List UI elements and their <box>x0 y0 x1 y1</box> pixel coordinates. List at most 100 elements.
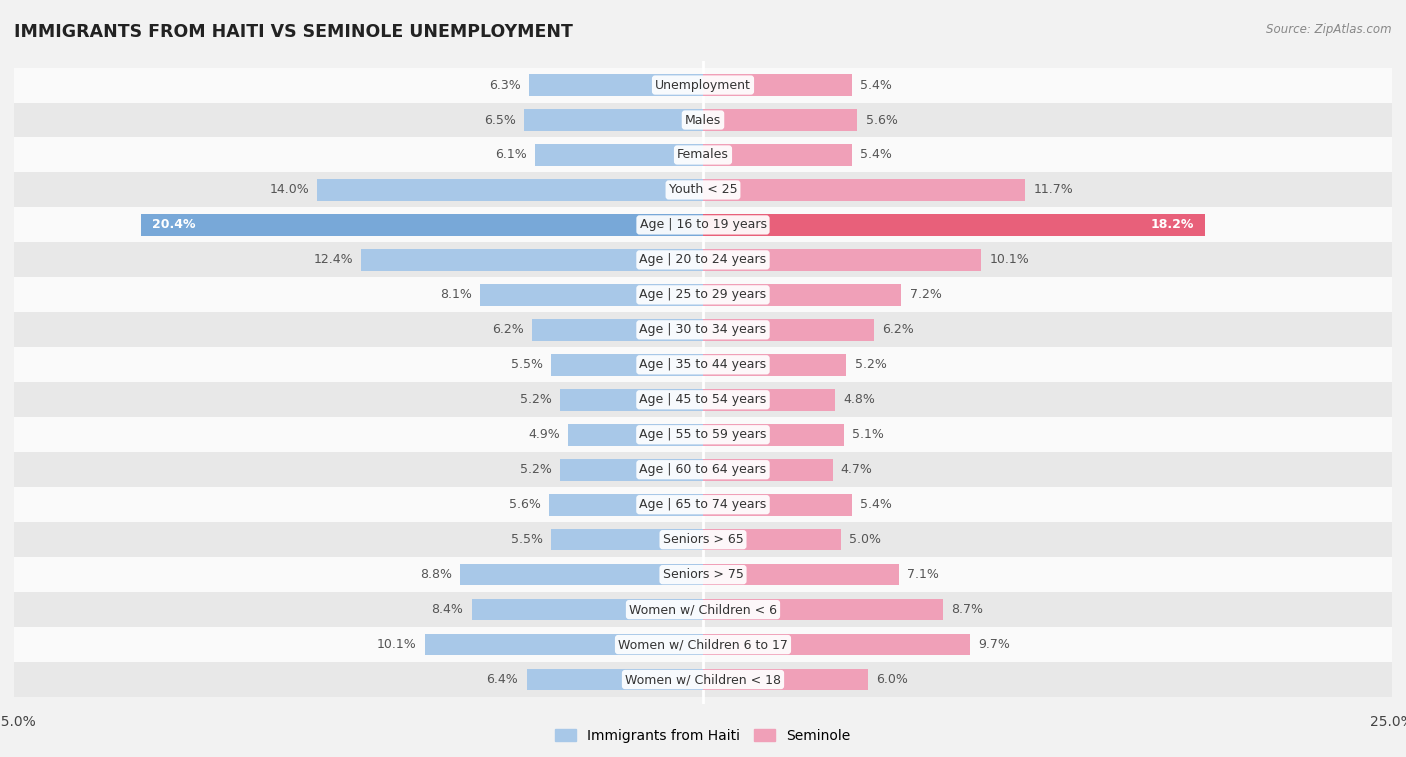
Text: 10.1%: 10.1% <box>377 638 416 651</box>
Text: 5.5%: 5.5% <box>512 358 543 371</box>
Bar <box>703 284 901 306</box>
Bar <box>14 207 1392 242</box>
Text: IMMIGRANTS FROM HAITI VS SEMINOLE UNEMPLOYMENT: IMMIGRANTS FROM HAITI VS SEMINOLE UNEMPL… <box>14 23 572 41</box>
Bar <box>703 249 981 271</box>
Bar <box>703 74 852 96</box>
Text: 8.7%: 8.7% <box>950 603 983 616</box>
Bar <box>560 389 703 410</box>
Bar <box>14 452 1392 488</box>
Bar <box>548 494 703 516</box>
Bar <box>703 179 1025 201</box>
Text: Age | 45 to 54 years: Age | 45 to 54 years <box>640 394 766 407</box>
Text: 5.2%: 5.2% <box>520 394 551 407</box>
Bar <box>14 347 1392 382</box>
Text: 5.2%: 5.2% <box>520 463 551 476</box>
Bar <box>551 529 703 550</box>
Text: 18.2%: 18.2% <box>1150 219 1194 232</box>
Text: 4.9%: 4.9% <box>527 428 560 441</box>
Text: 5.4%: 5.4% <box>860 148 891 161</box>
Text: Seniors > 75: Seniors > 75 <box>662 568 744 581</box>
Bar <box>527 668 703 690</box>
Text: 7.1%: 7.1% <box>907 568 939 581</box>
Text: Age | 30 to 34 years: Age | 30 to 34 years <box>640 323 766 336</box>
Text: Age | 60 to 64 years: Age | 60 to 64 years <box>640 463 766 476</box>
Bar <box>141 214 703 235</box>
Text: 6.4%: 6.4% <box>486 673 519 686</box>
Bar <box>318 179 703 201</box>
Bar <box>703 599 943 621</box>
Bar <box>14 138 1392 173</box>
Text: 8.8%: 8.8% <box>420 568 453 581</box>
Text: 6.5%: 6.5% <box>484 114 516 126</box>
Bar <box>551 354 703 375</box>
Bar <box>534 144 703 166</box>
Bar <box>14 627 1392 662</box>
Text: 11.7%: 11.7% <box>1033 183 1073 197</box>
Bar <box>703 564 898 585</box>
Bar <box>703 668 869 690</box>
Bar <box>14 382 1392 417</box>
Bar <box>703 214 1205 235</box>
Text: 7.2%: 7.2% <box>910 288 942 301</box>
Text: 20.4%: 20.4% <box>152 219 195 232</box>
Text: Source: ZipAtlas.com: Source: ZipAtlas.com <box>1267 23 1392 36</box>
Text: 5.0%: 5.0% <box>849 533 882 546</box>
Bar <box>361 249 703 271</box>
Text: Women w/ Children < 18: Women w/ Children < 18 <box>626 673 780 686</box>
Text: 5.2%: 5.2% <box>855 358 886 371</box>
Text: Males: Males <box>685 114 721 126</box>
Text: 5.5%: 5.5% <box>512 533 543 546</box>
Text: 6.0%: 6.0% <box>876 673 908 686</box>
Bar <box>14 592 1392 627</box>
Bar <box>703 634 970 656</box>
Text: Age | 25 to 29 years: Age | 25 to 29 years <box>640 288 766 301</box>
Text: 5.4%: 5.4% <box>860 498 891 511</box>
Bar <box>461 564 703 585</box>
Bar <box>14 277 1392 313</box>
Text: 6.2%: 6.2% <box>882 323 914 336</box>
Text: 14.0%: 14.0% <box>269 183 309 197</box>
Text: Women w/ Children < 6: Women w/ Children < 6 <box>628 603 778 616</box>
Bar <box>14 173 1392 207</box>
Text: Seniors > 65: Seniors > 65 <box>662 533 744 546</box>
Bar <box>14 417 1392 452</box>
Text: Youth < 25: Youth < 25 <box>669 183 737 197</box>
Text: 8.4%: 8.4% <box>432 603 463 616</box>
Bar <box>524 109 703 131</box>
Bar <box>14 102 1392 138</box>
Text: 4.8%: 4.8% <box>844 394 876 407</box>
Text: 8.1%: 8.1% <box>440 288 471 301</box>
Bar <box>703 459 832 481</box>
Bar <box>471 599 703 621</box>
Text: 10.1%: 10.1% <box>990 254 1029 266</box>
Bar <box>14 557 1392 592</box>
Text: 4.7%: 4.7% <box>841 463 873 476</box>
Bar <box>703 529 841 550</box>
Text: 5.1%: 5.1% <box>852 428 884 441</box>
Bar <box>531 319 703 341</box>
Legend: Immigrants from Haiti, Seminole: Immigrants from Haiti, Seminole <box>550 724 856 749</box>
Bar <box>14 242 1392 277</box>
Text: Unemployment: Unemployment <box>655 79 751 92</box>
Text: 12.4%: 12.4% <box>314 254 353 266</box>
Text: Women w/ Children 6 to 17: Women w/ Children 6 to 17 <box>619 638 787 651</box>
Bar <box>479 284 703 306</box>
Text: 9.7%: 9.7% <box>979 638 1011 651</box>
Bar <box>14 488 1392 522</box>
Text: Age | 35 to 44 years: Age | 35 to 44 years <box>640 358 766 371</box>
Bar <box>14 522 1392 557</box>
Bar <box>14 67 1392 102</box>
Text: 6.1%: 6.1% <box>495 148 527 161</box>
Bar <box>703 354 846 375</box>
Text: 6.3%: 6.3% <box>489 79 522 92</box>
Text: Age | 16 to 19 years: Age | 16 to 19 years <box>640 219 766 232</box>
Text: Females: Females <box>678 148 728 161</box>
Bar <box>703 319 875 341</box>
Bar <box>560 459 703 481</box>
Text: Age | 65 to 74 years: Age | 65 to 74 years <box>640 498 766 511</box>
Bar <box>568 424 703 446</box>
Bar <box>703 144 852 166</box>
Bar <box>703 424 844 446</box>
Text: Age | 20 to 24 years: Age | 20 to 24 years <box>640 254 766 266</box>
Bar <box>703 494 852 516</box>
